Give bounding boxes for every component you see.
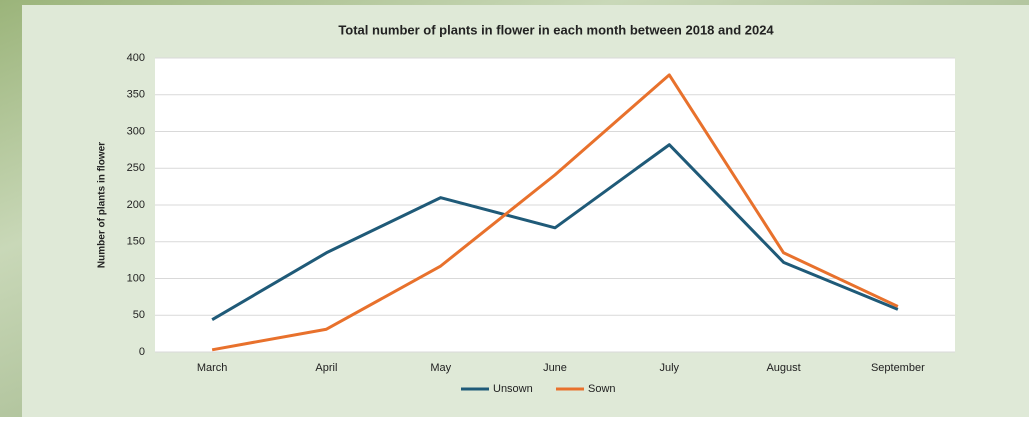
x-tick-label: April	[315, 362, 337, 374]
page: {"chart_data": {"type": "line", "title":…	[0, 0, 1029, 417]
x-tick-label: March	[197, 362, 228, 374]
x-tick-label: July	[660, 362, 680, 374]
y-tick-label: 50	[133, 309, 145, 321]
x-tick-label: August	[766, 362, 800, 374]
y-tick-label: 400	[127, 52, 145, 64]
legend-label: Sown	[588, 383, 616, 395]
y-tick-label: 0	[139, 346, 145, 358]
y-tick-label: 200	[127, 199, 145, 211]
y-tick-label: 250	[127, 162, 145, 174]
y-axis-label: Number of plants in flower	[97, 142, 108, 268]
x-tick-label: September	[871, 362, 925, 374]
y-tick-label: 300	[127, 125, 145, 137]
legend-label: Unsown	[493, 383, 533, 395]
chart: Total number of plants in flower in each…	[0, 0, 1029, 417]
chart-title: Total number of plants in flower in each…	[338, 22, 774, 37]
y-tick-label: 100	[127, 272, 145, 284]
x-tick-label: May	[430, 362, 451, 374]
y-tick-label: 150	[127, 236, 145, 248]
x-tick-label: June	[543, 362, 567, 374]
y-tick-label: 350	[127, 89, 145, 101]
